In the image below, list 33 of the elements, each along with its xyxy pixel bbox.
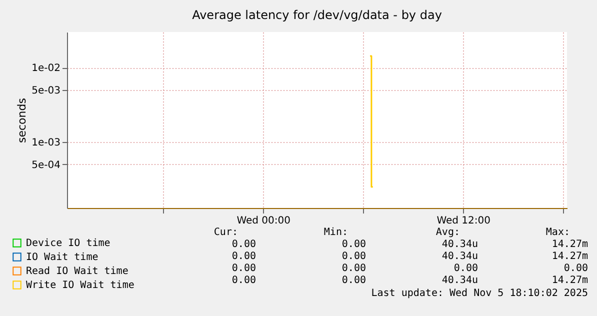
text: 14.27m [552, 251, 588, 262]
legend-label: Device IO time [26, 238, 110, 249]
text: Avg: [436, 227, 460, 238]
text: 0.00 [232, 263, 256, 274]
y-tick-label: 5e-03 [32, 85, 60, 96]
chart-title: Average latency for /dev/vg/data - by day [192, 8, 442, 22]
y-tick-label: 1e-03 [32, 138, 60, 149]
text: 0.00 [342, 239, 366, 250]
text: 14.27m [552, 239, 588, 250]
legend-label: Write IO Wait time [26, 280, 134, 291]
text: 0.00 [232, 275, 256, 286]
y-tick-label: 1e-02 [32, 63, 60, 74]
text: 0.00 [232, 239, 256, 250]
legend-label: IO Wait time [26, 252, 98, 263]
y-axis-title: seconds [16, 98, 29, 143]
legend-label: Read IO Wait time [26, 266, 128, 277]
text: Last update: Wed Nov 5 18:10:02 2025 [371, 288, 588, 299]
text: 0.00 [342, 263, 366, 274]
text: Max: [546, 227, 570, 238]
text: 0.00 [342, 275, 366, 286]
text: Cur: [214, 227, 238, 238]
text: 0.00 [342, 251, 366, 262]
x-tick-label: Wed 00:00 [236, 216, 291, 226]
text: 0.00 [564, 263, 588, 274]
text: 14.27m [552, 275, 588, 286]
text: 40.34u [442, 239, 478, 250]
text: 0.00 [232, 251, 256, 262]
x-tick-label: Wed 12:00 [436, 216, 491, 226]
text: 40.34u [442, 275, 478, 286]
text: 0.00 [454, 263, 478, 274]
text: Min: [324, 227, 348, 238]
text: 40.34u [442, 251, 478, 262]
y-tick-label: 5e-04 [32, 160, 60, 171]
